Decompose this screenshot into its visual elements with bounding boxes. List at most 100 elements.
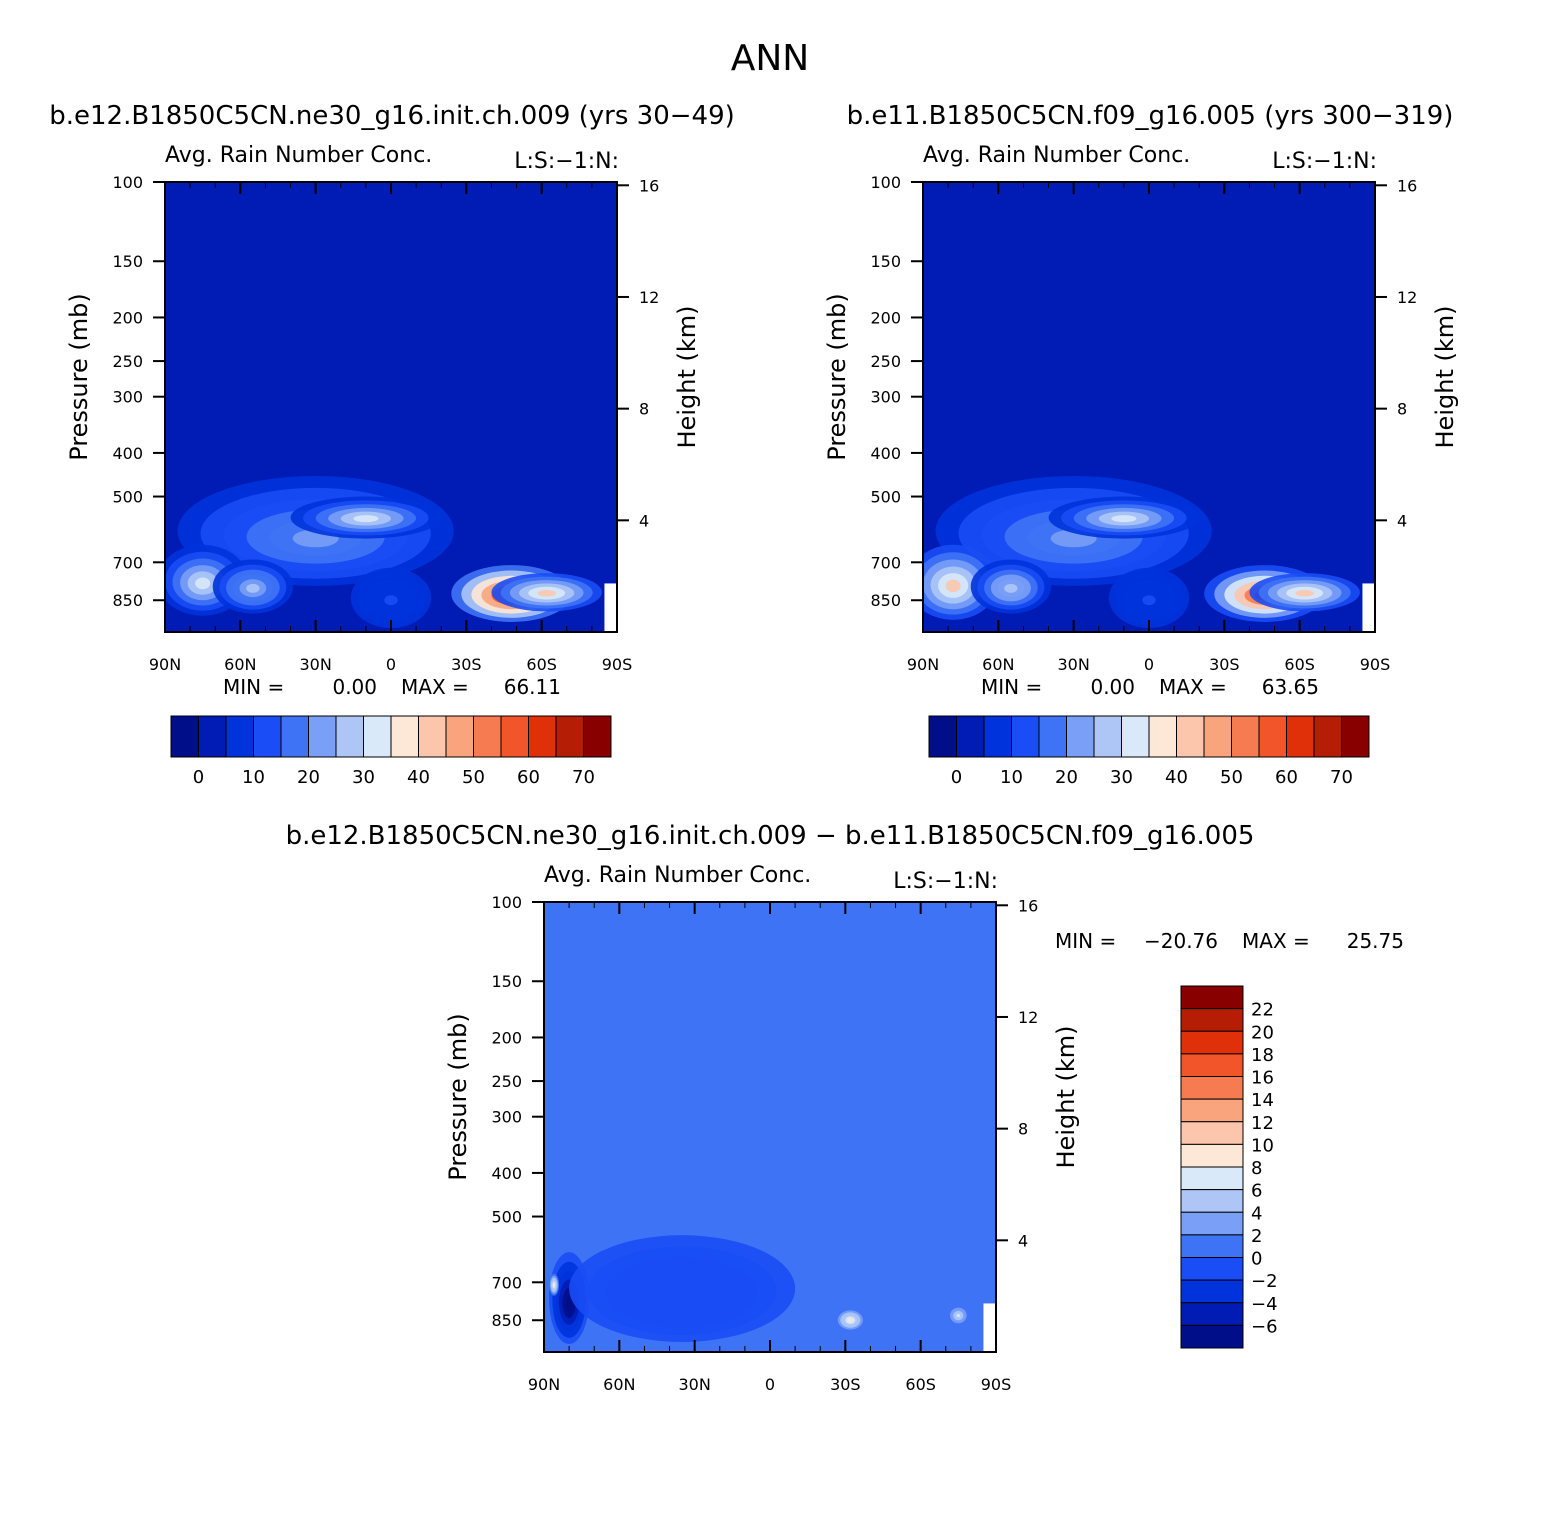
- colorbar-swatch: [1180, 1189, 1244, 1213]
- panel-variable-label: Avg. Rain Number Conc.: [923, 143, 1190, 168]
- x-tick-label: 30S: [451, 655, 482, 674]
- y-tick-label: 500: [870, 488, 901, 507]
- x-tick-label: 30N: [1058, 655, 1090, 674]
- x-tick-label: 90S: [1360, 655, 1391, 674]
- colorbar-swatch: [1148, 715, 1177, 758]
- colorbar-swatch: [390, 715, 419, 758]
- colorbar-swatch: [418, 715, 447, 758]
- min-value: −20.76: [1144, 929, 1218, 953]
- colorbar-swatch: [1180, 1234, 1244, 1258]
- colorbar-swatch: [280, 715, 309, 758]
- contour-region: [353, 515, 379, 523]
- colorbar-label: 0: [193, 767, 204, 788]
- y-tick-label: 200: [870, 308, 901, 327]
- colorbar-label: 10: [1251, 1135, 1274, 1156]
- y2-tick-label: 12: [639, 288, 659, 307]
- colorbar-label: 30: [352, 767, 375, 788]
- colorbar-label: 22: [1251, 1000, 1274, 1021]
- colorbar-swatch: [1203, 715, 1232, 758]
- y2-tick-label: 4: [1018, 1231, 1028, 1250]
- x-tick-label: 30N: [679, 1375, 711, 1394]
- y-tick-label: 250: [870, 352, 901, 371]
- colorbar-swatch: [583, 715, 612, 758]
- contour-region: [847, 1318, 853, 1323]
- colorbar-label: 60: [517, 767, 540, 788]
- x-tick-label: 60N: [982, 655, 1014, 674]
- colorbar-swatch: [1180, 1121, 1244, 1145]
- colorbar-swatch: [335, 715, 364, 758]
- colorbar-swatch: [1180, 1143, 1244, 1168]
- x-tick-label: 60N: [224, 655, 256, 674]
- panel-title: b.e11.B1850C5CN.f09_g16.005 (yrs 300−319…: [847, 101, 1454, 131]
- colorbar-swatch: [1286, 715, 1315, 758]
- y-tick-label: 150: [491, 972, 522, 991]
- colorbar: 0 10 20 30 40 50 60 70: [928, 715, 1370, 788]
- y-tick-label: 500: [112, 488, 143, 507]
- contour-region: [384, 595, 398, 606]
- colorbar-swatch: [1180, 1211, 1244, 1236]
- colorbar-label: 50: [462, 767, 485, 788]
- x-tick-label: 90S: [602, 655, 633, 674]
- y2-axis-label: Height (km): [1052, 1026, 1080, 1169]
- x-tick-label: 0: [1144, 655, 1154, 674]
- y-tick-label: 100: [870, 173, 901, 192]
- colorbar-label: 0: [951, 767, 962, 788]
- colorbar-swatch: [956, 715, 985, 758]
- panel-model-1: b.e12.B1850C5CN.ne30_g16.init.ch.009 (yr…: [49, 101, 735, 788]
- contour-field: [544, 902, 996, 1352]
- y-tick-label: 300: [870, 388, 901, 407]
- colorbar-swatch: [1341, 715, 1370, 758]
- colorbar-swatch: [363, 715, 392, 758]
- y-tick-label: 200: [112, 308, 143, 327]
- x-tick-label: 60S: [526, 655, 557, 674]
- y2-tick-label: 16: [639, 176, 659, 195]
- x-tick-label: 90N: [149, 655, 181, 674]
- colorbar-label: 20: [1055, 767, 1078, 788]
- y-axis-label: Pressure (mb): [65, 293, 93, 460]
- y-tick-label: 700: [112, 553, 143, 572]
- colorbar-label: 18: [1251, 1045, 1274, 1066]
- contour-region: [553, 1283, 556, 1287]
- colorbar-swatch: [928, 715, 957, 758]
- y-tick-label: 100: [491, 893, 522, 912]
- colorbar: 0 10 20 30 40 50 60 70: [170, 715, 612, 788]
- contour-region: [663, 1286, 701, 1305]
- y2-tick-label: 4: [1397, 511, 1407, 530]
- y-tick-label: 850: [112, 591, 143, 610]
- colorbar-swatch: [1180, 1302, 1244, 1326]
- panel-variable-label: Avg. Rain Number Conc.: [165, 143, 432, 168]
- x-tick-label: 30S: [1209, 655, 1240, 674]
- y2-tick-label: 12: [1397, 288, 1417, 307]
- x-tick-label: 90N: [528, 1375, 560, 1394]
- panel-level-label: L:S:−1:N:: [514, 149, 619, 174]
- colorbar-swatch: [445, 715, 474, 758]
- y-tick-label: 300: [491, 1108, 522, 1127]
- colorbar-swatch: [308, 715, 337, 758]
- colorbar-label: 70: [572, 767, 595, 788]
- contour-region: [565, 1295, 573, 1311]
- colorbar-label: 0: [1251, 1249, 1262, 1270]
- contour-region: [1111, 515, 1137, 523]
- colorbar-label: 20: [1251, 1022, 1274, 1043]
- panel-variable-label: Avg. Rain Number Conc.: [544, 863, 811, 888]
- x-tick-label: 30N: [300, 655, 332, 674]
- y-axis-label: Pressure (mb): [444, 1013, 472, 1180]
- colorbar-swatch: [1180, 1030, 1244, 1055]
- contour-region: [1004, 583, 1018, 593]
- max-value: 25.75: [1347, 929, 1404, 953]
- y-tick-label: 500: [491, 1208, 522, 1227]
- min-label: MIN =: [1055, 929, 1116, 953]
- y-tick-label: 400: [112, 444, 143, 463]
- colorbar-label: 10: [242, 767, 265, 788]
- colorbar-label: 40: [1165, 767, 1188, 788]
- contour-region: [945, 579, 961, 593]
- colorbar-label: 30: [1110, 767, 1133, 788]
- y-tick-label: 700: [491, 1273, 522, 1292]
- panel-model-2: b.e11.B1850C5CN.f09_g16.005 (yrs 300−319…: [823, 101, 1459, 788]
- colorbar-swatch: [170, 715, 199, 758]
- contour-region: [1142, 595, 1156, 606]
- colorbar-swatch: [1180, 985, 1244, 1010]
- max-label: MAX =: [1242, 929, 1310, 953]
- contour-region: [246, 583, 260, 593]
- colorbar-label: 10: [1000, 767, 1023, 788]
